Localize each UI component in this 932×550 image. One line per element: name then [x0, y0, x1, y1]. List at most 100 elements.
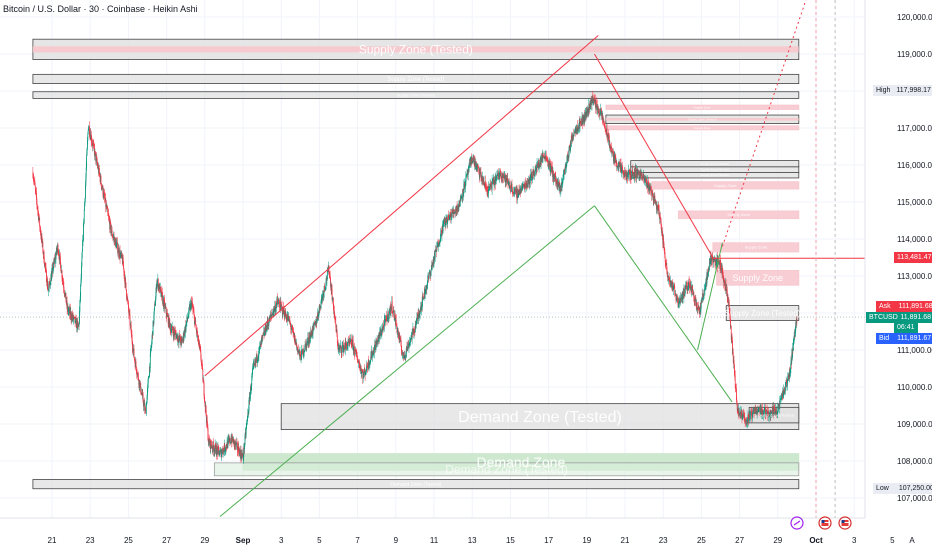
- x-tick-label: 27: [735, 536, 744, 545]
- x-tick-label: 25: [697, 536, 706, 545]
- low-label-low_label: Low: [876, 484, 889, 492]
- supply-zone-label-11: Supply Zone: [745, 245, 768, 250]
- trend-line-3[interactable]: [594, 53, 714, 258]
- supply-zone-label-13: Supply Zone (Tested): [724, 309, 800, 318]
- countdown-label: 06:41: [894, 322, 918, 334]
- low-label-low_value: 107,250.00: [898, 484, 932, 492]
- demand-zone-label-1: Demand Zone (Tested): [754, 413, 796, 418]
- x-tick-label: 3: [852, 536, 857, 545]
- current-price-label: 111,891.68: [894, 312, 932, 324]
- demand-zone-label-3: Demand Zone (Tested): [445, 463, 568, 477]
- us-flag-event-icon[interactable]: [818, 516, 832, 530]
- x-tick-label: 29: [773, 536, 782, 545]
- demand-zone-0: [280, 403, 800, 430]
- x-tick-label: 19: [582, 536, 591, 545]
- symbol-label: BTCUSD: [866, 312, 901, 324]
- y-tick-label: 120,000.00: [897, 13, 932, 22]
- y-tick-label: 119,000.00: [897, 50, 932, 59]
- x-tick-label: 25: [124, 536, 133, 545]
- supply-zone-2: [32, 91, 800, 99]
- y-tick-label: 117,000.00: [897, 124, 932, 133]
- supply-zone-3: [605, 104, 800, 110]
- current-price-label-current_value: 111,891.68: [897, 314, 931, 322]
- y-tick-label: 108,000.00: [897, 457, 932, 466]
- supply-zone-label-4: Supply Zone (Tested): [688, 117, 717, 121]
- chart-title: Bitcoin / U.S. Dollar · 30 · Coinbase · …: [3, 4, 198, 14]
- ask-label-ask_label: Ask: [879, 303, 891, 311]
- demand-zone-4: [32, 479, 800, 490]
- x-tick-label: 17: [544, 536, 553, 545]
- supply-zone-label-12: Supply Zone: [732, 273, 783, 283]
- y-tick-label: 110,000.00: [897, 383, 932, 392]
- supply-zone-label-0: Supply Zone (Tested): [359, 43, 473, 57]
- y-tick-label: 116,000.00: [897, 161, 932, 170]
- x-tick-label: 23: [659, 536, 668, 545]
- countdown-label-countdown: 06:41: [897, 324, 915, 332]
- trend-lines-layer: [204, 0, 931, 518]
- zone-labels-layer: Supply Zone (Tested)Supply Zone (Tested)…: [359, 43, 801, 488]
- us-flag-event-icon[interactable]: [838, 516, 852, 530]
- y-tick-label: 109,000.00: [897, 420, 932, 429]
- symbol-label-symbol: BTCUSD: [869, 314, 898, 322]
- dividend-event-icon[interactable]: [790, 516, 804, 530]
- supply-zone-label-7: Supply Zone (Tested): [701, 168, 730, 172]
- low-label: Low 107,250.00: [873, 482, 932, 494]
- supply-zone-10: [678, 210, 800, 220]
- trend-line-6[interactable]: [721, 0, 807, 247]
- x-tick-label: 13: [468, 536, 477, 545]
- price-axis[interactable]: 107,000.00 108,000.00 109,000.00 110,000.00…: [864, 0, 932, 550]
- high-label-high_value: 117,998.17: [896, 87, 931, 95]
- demand-zone-label-2: Demand Zone: [477, 454, 566, 470]
- supply-zone-label-2: Supply Zone (Tested): [397, 92, 436, 97]
- x-tick-label: 3: [279, 536, 284, 545]
- y-tick-label: 115,000.00: [897, 198, 932, 207]
- bid-label-bid_label: Bid: [879, 335, 890, 343]
- x-tick-label: 11: [430, 536, 439, 545]
- x-tick-label: 9: [394, 536, 399, 545]
- demand-zone-label-0: Demand Zone (Tested): [458, 409, 622, 426]
- time-axis[interactable]: 21 23 25 27 29 Sep 3 5 7 9 11 13 15 17 19 21 23 25 27 29 Oct…: [0, 517, 932, 550]
- trend-line-4[interactable]: [697, 242, 723, 351]
- x-tick-label: 29: [200, 536, 209, 545]
- supply-zone-label-1: Supply Zone (Tested): [387, 77, 444, 83]
- supply-zone-12: [716, 270, 800, 286]
- x-tick-label: 5: [890, 536, 895, 545]
- x-tick-label: 21: [621, 536, 630, 545]
- x-tick-label: Sep: [236, 536, 251, 545]
- auto-scale-button[interactable]: A: [909, 536, 915, 545]
- y-tick-label: 107,000.00: [897, 494, 932, 503]
- line-price-label-line_value: 113,481.47: [897, 254, 932, 262]
- supply-zone-label-3: Supply Zone: [694, 105, 711, 109]
- trend-line-2[interactable]: [594, 205, 733, 403]
- x-tick-label: 21: [48, 536, 57, 545]
- supply-zone-label-8: Supply Zone (Tested): [701, 173, 730, 177]
- ask-label-ask_value: 111,891.68: [898, 303, 932, 311]
- supply-zone-5: [605, 125, 800, 131]
- bid-label-bid_value: 111,891.67: [897, 335, 932, 343]
- x-tick-label: 27: [162, 536, 171, 545]
- supply-zone-13: [725, 305, 800, 321]
- supply-zone-9: [651, 181, 800, 190]
- line-price-label: 113,481.47: [894, 252, 932, 264]
- supply-zone-label-9: Supply Zone: [714, 183, 737, 188]
- supply-zone-label-10: Supply Zone: [727, 212, 750, 217]
- trend-line-0[interactable]: [204, 35, 599, 377]
- bid-label: Bid 111,891.67: [876, 333, 932, 345]
- demand-zone-label-4: Demand Zone (Tested): [390, 482, 441, 488]
- candles-layer: [32, 90, 798, 464]
- zones-layer: [32, 38, 800, 490]
- demand-zone-3: [213, 462, 800, 477]
- y-tick-label: 114,000.00: [897, 235, 932, 244]
- x-tick-label: Oct: [809, 536, 823, 545]
- supply-zone-1: [32, 73, 800, 84]
- x-tick-label: 7: [355, 536, 360, 545]
- supply-zone-label-6: Supply Zone (Tested): [701, 162, 730, 166]
- x-tick-label: 5: [317, 536, 322, 545]
- y-tick-label: 113,000.00: [897, 272, 932, 281]
- supply-zone-label-5: Supply Zone: [694, 126, 711, 130]
- trend-line-1[interactable]: [219, 205, 595, 517]
- high-label: High 117,998.17: [873, 85, 932, 97]
- event-icons: [790, 516, 852, 530]
- ask-label: Ask 111,891.68: [876, 301, 932, 313]
